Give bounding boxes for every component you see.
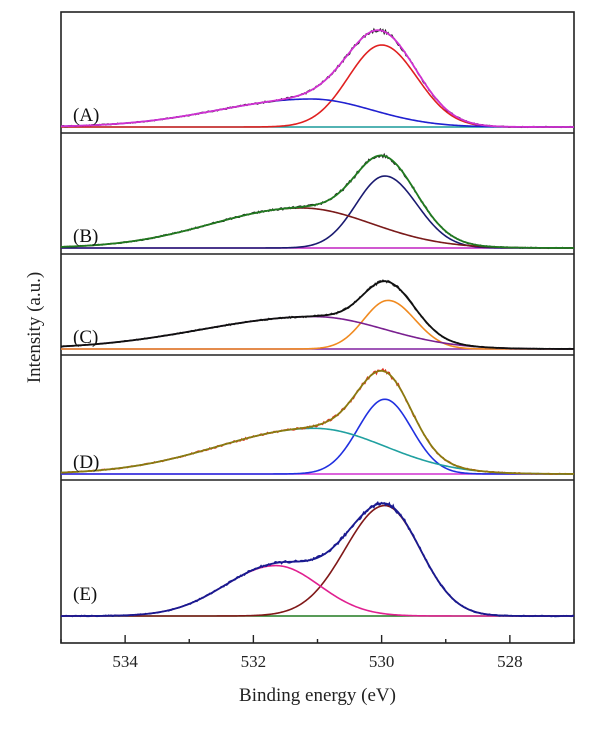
panel-a: (A) xyxy=(60,27,575,129)
panel-label: (B) xyxy=(73,226,98,247)
experimental-spectrum xyxy=(60,152,575,250)
fitted-envelope xyxy=(60,280,574,350)
panel-c: (C) xyxy=(60,279,575,351)
fitted-envelope xyxy=(60,29,574,128)
x-axis-title: Binding energy (eV) xyxy=(239,685,396,706)
component-peak-1 xyxy=(61,398,574,475)
component-peak-1 xyxy=(61,299,574,350)
plot-border xyxy=(60,11,575,644)
component-peak-2 xyxy=(60,427,575,475)
experimental-spectrum xyxy=(61,367,575,475)
panel-b: (B) xyxy=(60,152,575,250)
plot-frame xyxy=(60,11,575,644)
experimental-spectrum xyxy=(60,500,575,618)
panels: (A) (B) (C) (D) (E) xyxy=(60,27,575,618)
component-peak-1 xyxy=(61,504,574,617)
x-axis: 534 532 530 528 xyxy=(60,635,575,671)
panel-d: (D) xyxy=(60,367,575,475)
experimental-spectrum xyxy=(60,27,575,129)
panel-label: (C) xyxy=(73,327,98,348)
fitted-envelope xyxy=(60,154,574,249)
panel-e: (E) xyxy=(60,500,575,618)
panel-label: (D) xyxy=(73,452,99,473)
fitted-envelope xyxy=(61,502,574,617)
x-tick-label: 534 xyxy=(112,652,138,671)
x-tick-label: 528 xyxy=(497,652,523,671)
y-axis-title: Intensity (a.u.) xyxy=(24,272,45,383)
panel-label: (E) xyxy=(73,584,97,605)
component-peak-2 xyxy=(60,315,574,350)
component-peak-1 xyxy=(61,175,574,249)
fitted-envelope xyxy=(60,369,575,475)
x-tick-label: 532 xyxy=(241,652,267,671)
component-peak-2 xyxy=(60,207,574,249)
x-tick-label: 530 xyxy=(369,652,395,671)
panel-label: (A) xyxy=(73,105,99,126)
